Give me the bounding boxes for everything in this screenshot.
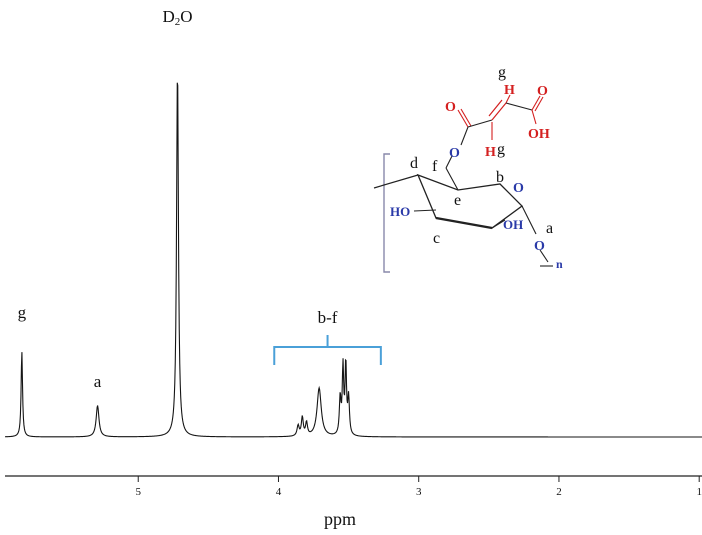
label-f: f [432, 158, 438, 175]
b-f-bracket: b-f [273, 308, 382, 365]
repeat-n: n [556, 257, 563, 271]
x-axis-label: ppm [324, 509, 356, 529]
acid-oh: OH [528, 127, 550, 142]
spectrum-series-line [4, 82, 702, 438]
polymer-bond-left [373, 174, 419, 189]
peak-label-g: g [18, 303, 27, 322]
x-tick-label: 4 [276, 486, 282, 498]
label-c: c [433, 230, 440, 247]
bond-c6-c5 [445, 167, 459, 191]
label-g-h: g [497, 141, 505, 158]
bond-vinyl-top-h [505, 94, 511, 104]
bond-acid-oh [531, 109, 537, 125]
repeat-bracket [383, 153, 390, 273]
peak-label-a: a [94, 372, 102, 391]
bond-carbonyl-o [457, 109, 469, 128]
carbonyl-oxygen: O [445, 100, 456, 115]
label-a: a [546, 220, 553, 237]
bond-vinyl-double-2 [488, 99, 503, 117]
peak-labels: g a D2O [18, 7, 193, 391]
bond-vinyl-1 [467, 119, 493, 128]
bond-acid-co [531, 95, 541, 111]
ho-group: HO [390, 204, 410, 219]
ring-oxygen: O [513, 181, 524, 196]
x-tick-label: 1 [696, 486, 702, 498]
chemical-structure: O H O OH H g g O O HO OH O n d f e b c a [373, 64, 563, 273]
bond-o-carbonyl [460, 126, 469, 146]
vinyl-h-bottom: H [485, 145, 496, 160]
bond-c2-oh [491, 219, 506, 229]
glycosidic-oxygen: O [534, 239, 545, 254]
acid-oxygen: O [537, 84, 548, 99]
bond-carbonyl-o-2 [460, 108, 472, 127]
x-tick-label: 2 [556, 486, 562, 498]
bracket-label: b-f [318, 308, 338, 327]
bond-c4-ho [413, 209, 437, 212]
bond-vinyl-double [491, 102, 507, 121]
label-e: e [454, 192, 461, 209]
bond-c6-o [445, 155, 453, 169]
vinyl-h-top: H [504, 83, 515, 98]
label-g-top: g [498, 64, 506, 81]
bracket-line [273, 335, 382, 365]
bond-c1-oglyc [521, 205, 537, 235]
label-d: d [410, 155, 418, 172]
x-tick-label: 3 [416, 486, 422, 498]
linker-oxygen: O [449, 146, 460, 161]
peak-label-d2o: D2O [162, 7, 192, 28]
bond-acid-c [505, 102, 533, 111]
bond-oglyc-down [539, 249, 549, 263]
ring-edge-front [435, 216, 493, 230]
x-axis-ticks: 5 4 3 2 1 [135, 476, 702, 498]
label-b: b [496, 169, 504, 186]
bond-acid-co-2 [534, 96, 544, 112]
oh-group: OH [503, 217, 523, 232]
x-tick-label: 5 [135, 486, 141, 498]
